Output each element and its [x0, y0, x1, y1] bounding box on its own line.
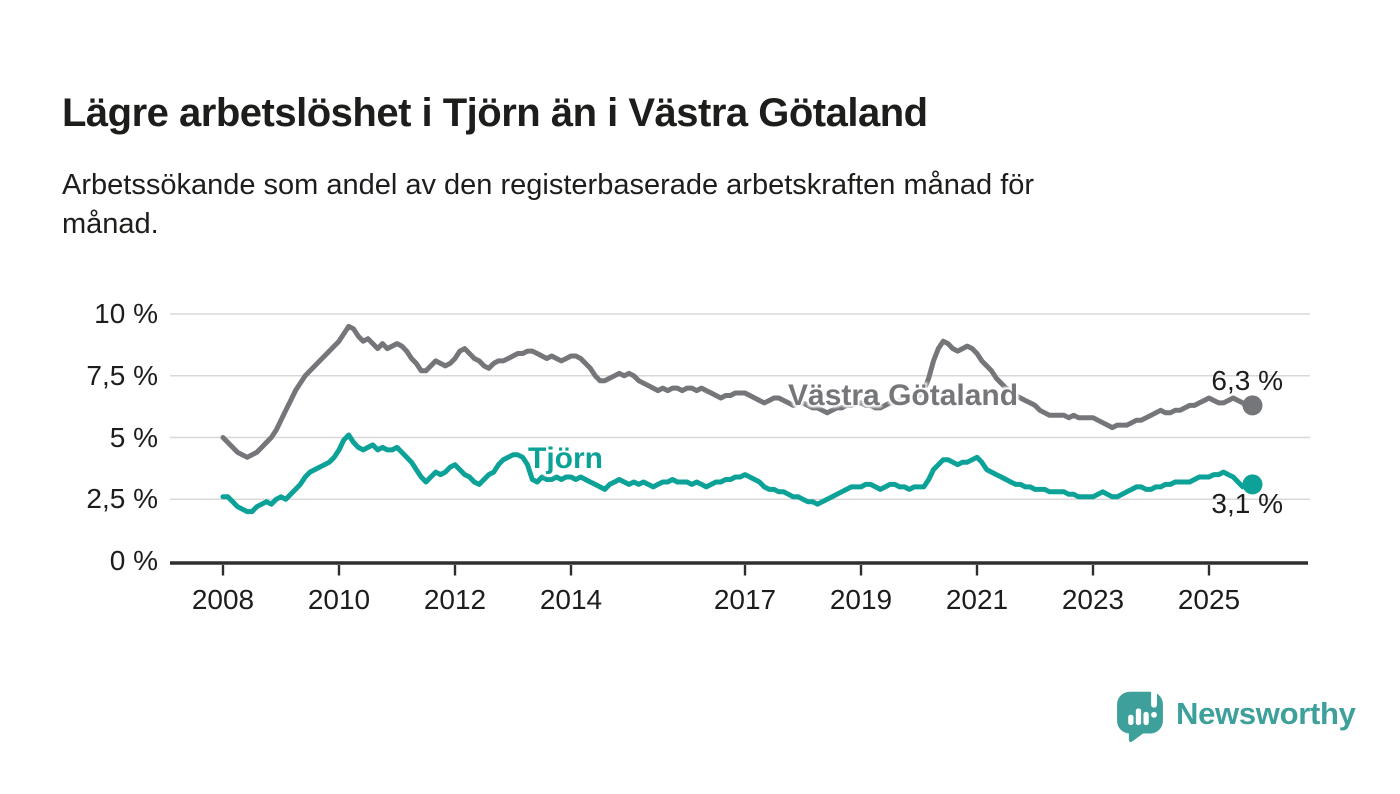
series-label-vastra-gotaland: Västra Götaland [788, 379, 1019, 412]
newsworthy-wordmark: Newsworthy [1176, 696, 1356, 731]
x-axis-tick-label: 2008 [191, 584, 255, 615]
y-axis-tick-label: 2,5 % [86, 483, 158, 515]
chart-subtitle: Arbetssökande som andel av den registerb… [62, 166, 1282, 244]
x-axis-tick-label: 2025 [1177, 584, 1241, 615]
chart-subtitle-line-1: Arbetssökande som andel av den registerb… [62, 169, 1035, 201]
y-axis-tick-label: 10 % [94, 298, 158, 329]
series-end-dot-tjorn [1242, 474, 1263, 495]
x-axis-tick-label: 2014 [539, 584, 603, 615]
x-axis-tick-label: 2019 [829, 584, 893, 615]
y-axis-tick-label: 0 % [109, 545, 158, 576]
series-end-dot-vastra-gotaland [1242, 395, 1263, 416]
y-axis-tick-label: 7,5 % [86, 359, 158, 391]
end-value-label-vastra-gotaland: 6,3 % [1211, 365, 1283, 396]
y-axis-tick-label: 5 % [109, 421, 158, 453]
series-line-vastra-gotaland [220, 323, 1255, 460]
series-line-tjorn [220, 432, 1255, 515]
series-label-tjorn: Tjörn [528, 442, 603, 475]
newsworthy-speech-bubble-bar-chart-icon [1117, 687, 1163, 742]
x-axis-tick-label: 2017 [713, 584, 777, 615]
newsworthy-logo: Newsworthy [1115, 684, 1356, 744]
page-title: Lägre arbetslöshet i Tjörn än i Västra G… [62, 90, 928, 135]
end-value-label-tjorn: 3,1 % [1211, 488, 1283, 519]
x-axis-tick-label: 2012 [423, 584, 487, 615]
chart-subtitle-line-2: månad. [62, 208, 159, 240]
x-axis-tick-label: 2010 [307, 584, 371, 615]
x-axis-tick-label: 2021 [945, 584, 1009, 615]
x-axis-tick-label: 2023 [1061, 584, 1125, 615]
